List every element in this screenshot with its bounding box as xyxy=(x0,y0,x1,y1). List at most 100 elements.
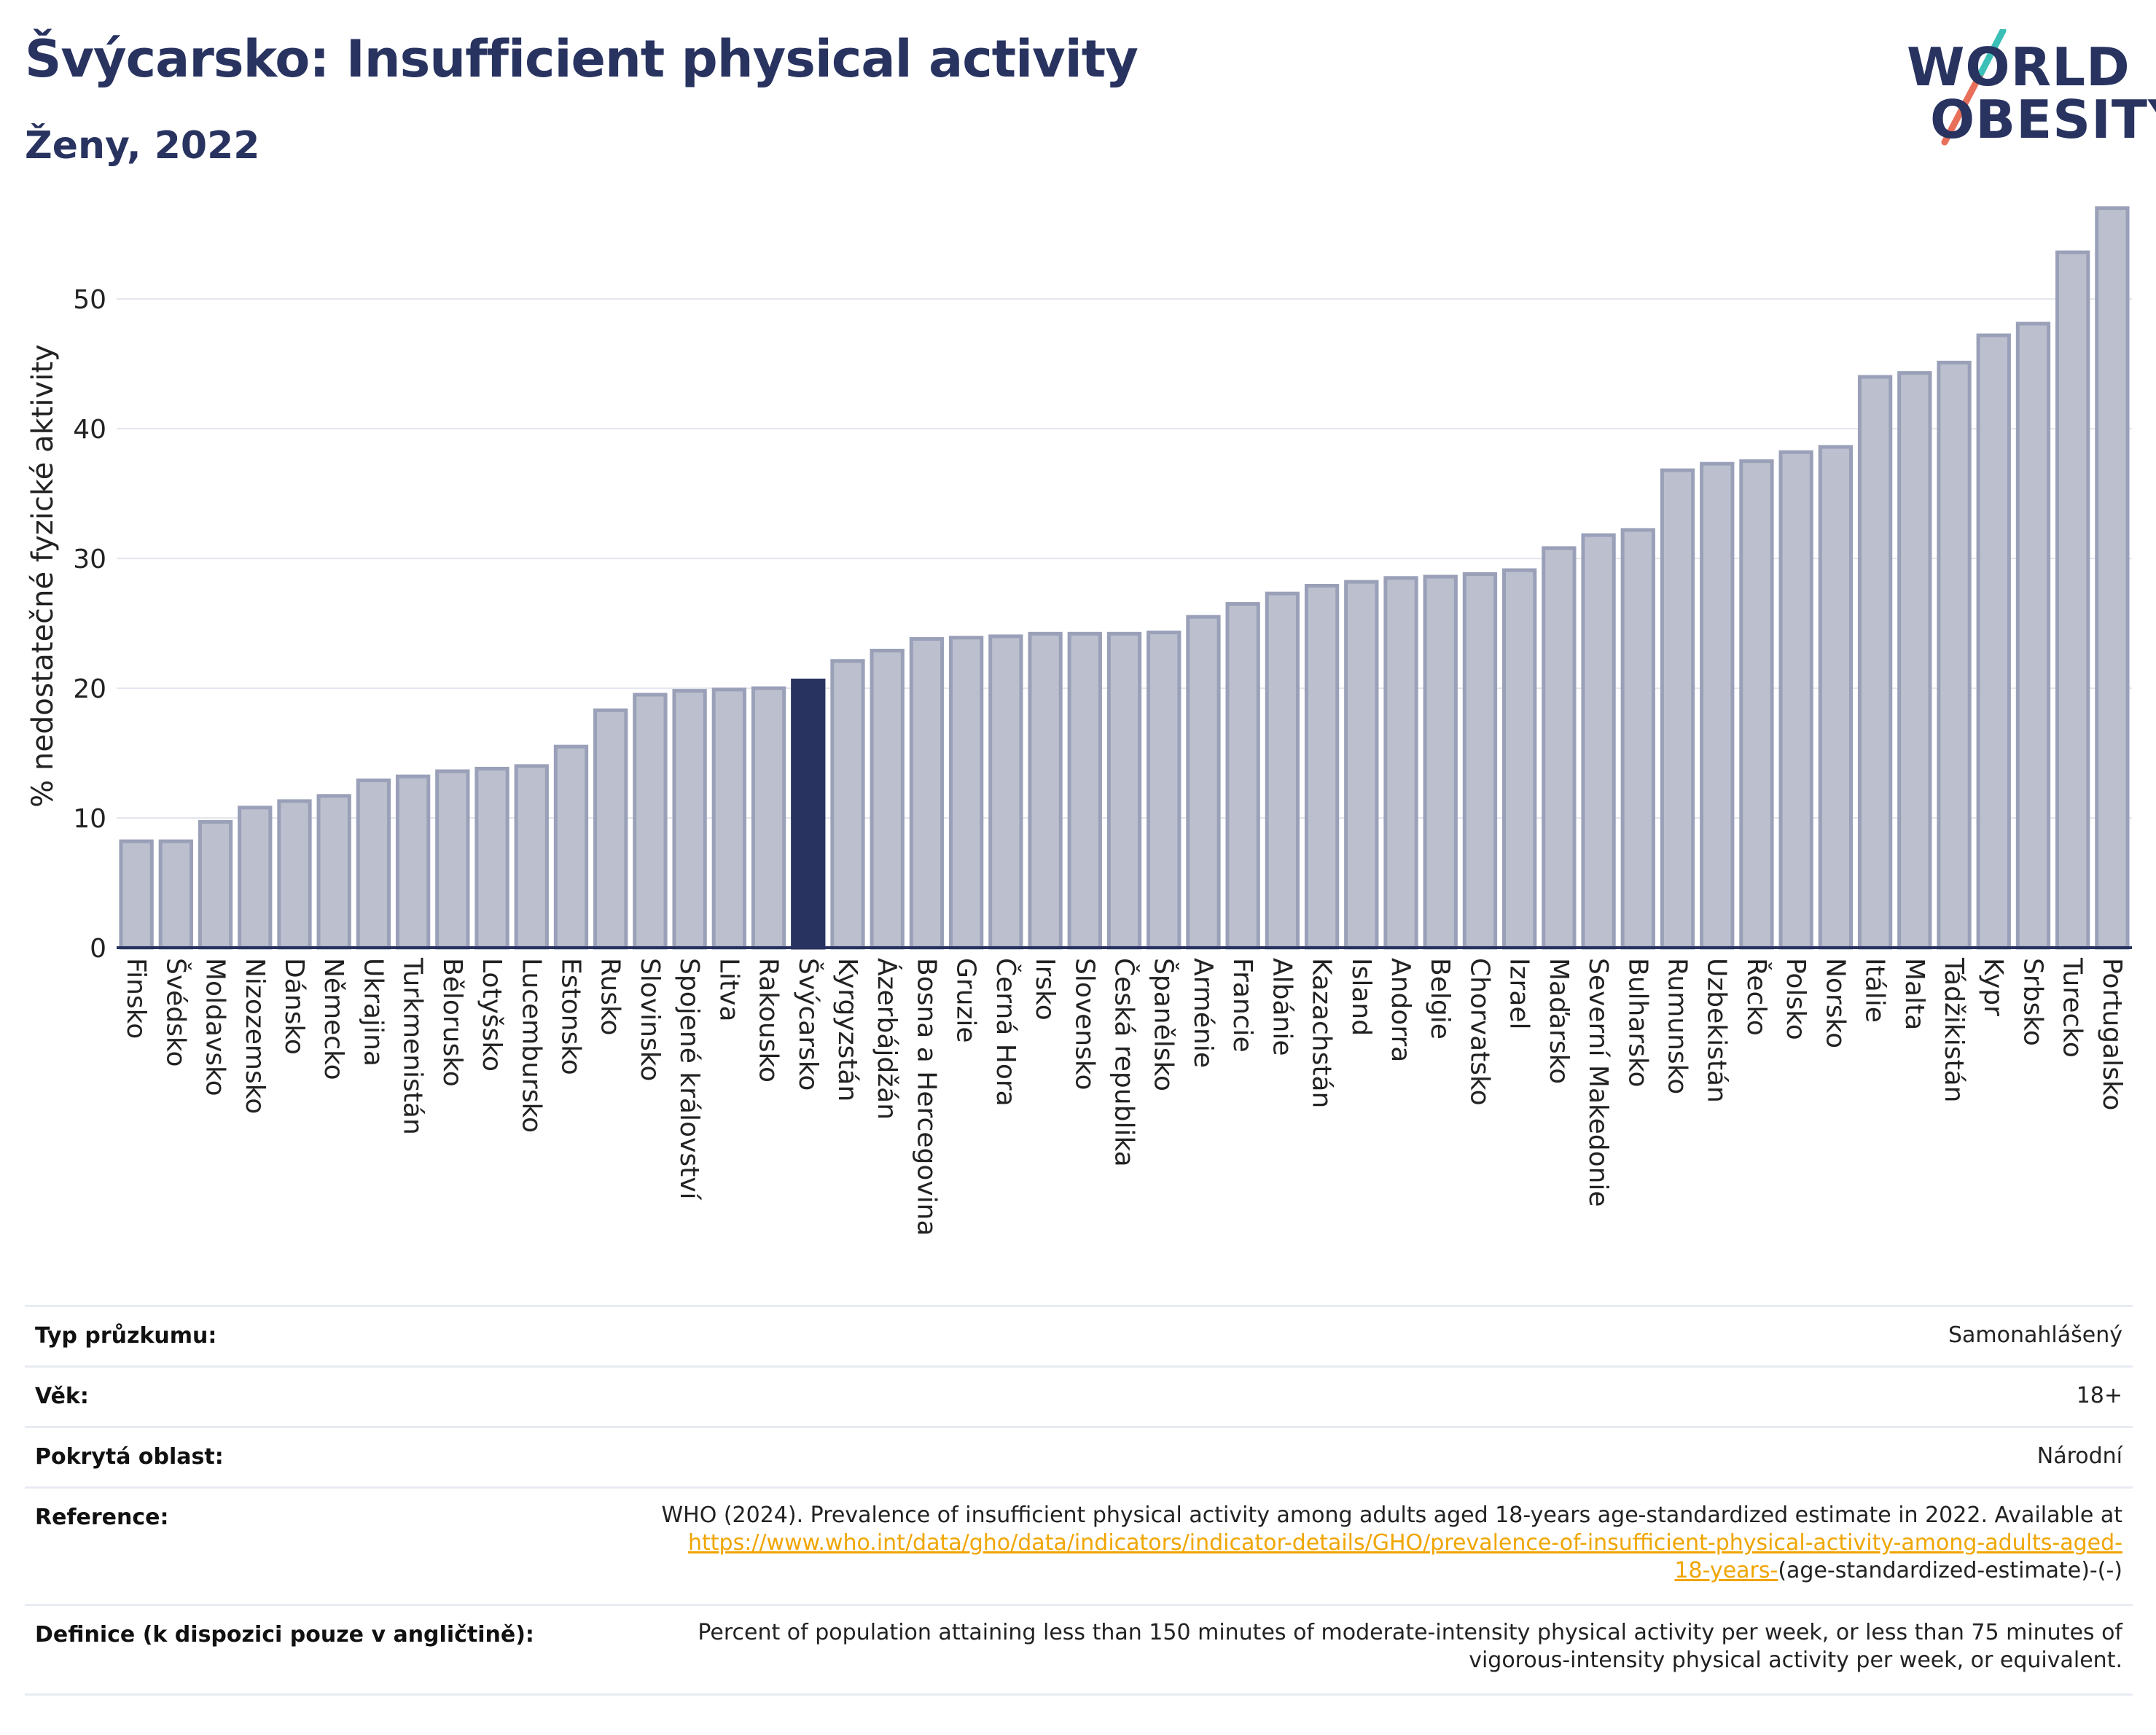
survey-type-label: Typ průzkumu: xyxy=(35,1323,217,1349)
logo-line-world: WORLD xyxy=(1907,36,2130,98)
bar-36 xyxy=(1542,546,1577,950)
x-tick-label: Kazachstán xyxy=(1307,958,1337,1108)
coverage-label: Pokrytá oblast: xyxy=(35,1444,224,1470)
x-tick-label: Albánie xyxy=(1267,958,1297,1056)
bar-19 xyxy=(870,648,905,950)
reference-link[interactable]: https://www.who.int/data/gho/data/indica… xyxy=(688,1530,2122,1556)
y-tick-label: 0 xyxy=(90,934,106,964)
x-tick-label: Slovensko xyxy=(1069,958,1099,1091)
x-tick-label: Turecko xyxy=(2058,957,2087,1058)
bar-29 xyxy=(1265,591,1300,950)
bar-0 xyxy=(119,839,154,950)
x-tick-label: Dánsko xyxy=(279,958,309,1055)
reference-text: WHO (2024). Prevalence of insufficient p… xyxy=(661,1502,2122,1528)
bar-6 xyxy=(356,778,391,950)
bar-41 xyxy=(1739,459,1774,950)
x-tick-label: Belgie xyxy=(1425,958,1455,1040)
bar-27 xyxy=(1186,615,1221,950)
reference-link-continued[interactable]: 18-years- xyxy=(1674,1558,1778,1583)
x-tick-label: Francie xyxy=(1227,958,1257,1053)
bar-1 xyxy=(158,839,193,950)
x-tick-label: Turkmenistán xyxy=(398,957,428,1135)
bar-45 xyxy=(1897,371,1932,950)
definition-line-2: vigorous-intensity physical activity per… xyxy=(1469,1648,2122,1673)
x-tick-label: Černá Hora xyxy=(991,958,1021,1107)
row-definition: Definice (k dispozici pouze v angličtině… xyxy=(25,1604,2133,1696)
x-tick-label: Německo xyxy=(319,958,348,1080)
definition-value: Percent of population attaining less tha… xyxy=(519,1619,2122,1674)
x-tick-label: Spojené království xyxy=(674,958,704,1201)
logo-line-obesity: OBESITY xyxy=(1930,89,2156,150)
x-tick-label: Polsko xyxy=(1781,958,1811,1040)
y-tick-label: 20 xyxy=(73,674,106,704)
x-tick-label: Gruzie xyxy=(951,958,981,1043)
bar-3 xyxy=(238,806,273,950)
x-tick-label: Severní Makedonie xyxy=(1583,958,1613,1207)
x-tick-label: Slovinsko xyxy=(635,958,665,1081)
x-tick-label: Maďarsko xyxy=(1544,958,1574,1084)
x-tick-label: Moldavsko xyxy=(200,958,230,1096)
bar-28 xyxy=(1225,601,1260,950)
x-tick-label: Bulharsko xyxy=(1622,958,1652,1088)
row-reference: Reference: WHO (2024). Prevalence of ins… xyxy=(25,1486,2133,1604)
x-tick-label: Litva xyxy=(714,958,743,1022)
bar-21 xyxy=(948,636,984,950)
bar-15 xyxy=(711,687,746,950)
bar-11 xyxy=(553,744,589,950)
age-label: Věk: xyxy=(35,1384,89,1409)
x-tick-labels: Finsko Švédsko Moldavsko Nizozemsko Dánsko Ně… xyxy=(121,957,2127,1236)
bar-18 xyxy=(830,659,865,950)
y-tick-label: 50 xyxy=(73,285,106,315)
reference-value: WHO (2024). Prevalence of insufficient p… xyxy=(446,1502,2122,1585)
x-tick-label: Švýcarsko xyxy=(793,958,824,1091)
x-tick-label: Itálie xyxy=(1860,958,1890,1023)
bar-25 xyxy=(1106,631,1142,950)
x-tick-label: Tádžikistán xyxy=(1939,957,1969,1102)
page-title: Švýcarsko: Insufficient physical activit… xyxy=(25,29,1138,89)
bar-17 xyxy=(791,678,826,950)
x-tick-label: Portugalsko xyxy=(2097,958,2127,1110)
x-tick-label: Chorvatsko xyxy=(1464,958,1494,1106)
page-subtitle: Ženy, 2022 xyxy=(25,124,260,168)
bar-40 xyxy=(1700,461,1735,950)
bar-33 xyxy=(1423,574,1458,950)
x-tick-label: Malta xyxy=(1899,958,1929,1030)
definition-label: Definice (k dispozici pouze v angličtině… xyxy=(35,1622,534,1648)
x-tick-label: Španělsko xyxy=(1149,958,1179,1091)
x-tick-label: Irsko xyxy=(1030,958,1060,1021)
bar-32 xyxy=(1383,576,1418,950)
x-tick-label: Andorra xyxy=(1386,958,1415,1062)
bars xyxy=(119,206,2130,950)
x-tick-label: Izrael xyxy=(1504,958,1534,1030)
bar-38 xyxy=(1620,528,1655,950)
reference-label: Reference: xyxy=(35,1505,169,1530)
definition-line-1: Percent of population attaining less tha… xyxy=(698,1620,2122,1645)
x-tick-label: Lucembursko xyxy=(516,958,546,1133)
row-coverage: Pokrytá oblast: Národní xyxy=(25,1426,2133,1486)
world-obesity-logo: WORLD OBESITY xyxy=(1895,29,2156,160)
logo-slash-icon xyxy=(1941,29,2007,146)
bar-9 xyxy=(474,766,509,950)
bar-chart: 0 10 20 30 40 50 Finsko Švédsko Moldavsko Nizoze… xyxy=(26,206,2132,1236)
x-tick-label: Arménie xyxy=(1188,958,1218,1068)
x-tick-label: Kyrgyzstán xyxy=(832,958,862,1102)
x-tick-label: Island xyxy=(1346,958,1376,1036)
bar-7 xyxy=(395,774,431,950)
x-tick-label: Estonsko xyxy=(555,958,585,1075)
x-tick-label: Bělorusko xyxy=(437,958,467,1087)
y-axis-label: % nedostatečné fyzické aktivity xyxy=(26,344,60,807)
bar-13 xyxy=(633,693,668,950)
x-tick-label: Uzbekistán xyxy=(1702,958,1732,1103)
coverage-value: Národní xyxy=(2036,1443,2122,1469)
reference-suffix: (age-standardized-estimate)-(-) xyxy=(1778,1558,2122,1583)
bar-22 xyxy=(988,634,1023,950)
info-table: Typ průzkumu: Samonahlášený Věk: 18+ Pok… xyxy=(25,1305,2133,1696)
bar-42 xyxy=(1778,450,1813,950)
x-tick-label: Kypr xyxy=(1978,958,2008,1016)
bar-47 xyxy=(1976,333,2011,950)
bar-49 xyxy=(2055,250,2090,950)
age-value: 18+ xyxy=(2076,1383,2122,1408)
x-tick-label: Rumunsko xyxy=(1663,958,1692,1094)
bar-16 xyxy=(751,686,786,950)
x-tick-label: Srbsko xyxy=(2018,958,2047,1046)
